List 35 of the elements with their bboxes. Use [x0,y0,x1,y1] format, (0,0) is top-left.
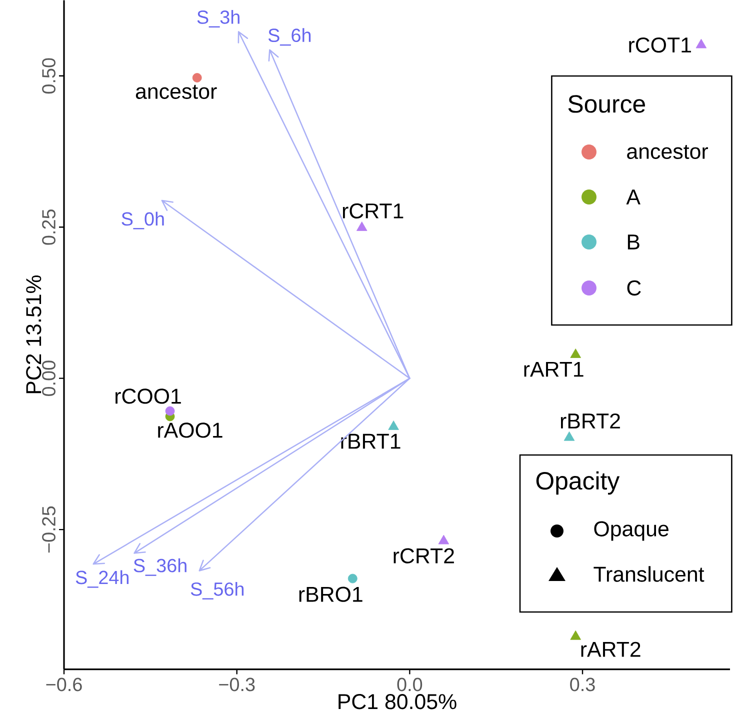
legend-label: S_36h [134,558,186,576]
annotation: rCOT1 [629,37,691,53]
y-tick-label: 0.00 [42,360,56,396]
annotation: rBRT1 [341,434,400,449]
x-tick-label: 0.0 [397,678,422,692]
series-label: S_24h [76,570,129,588]
legend-label: S_6h [268,28,311,46]
annotation: rAOO1 [158,422,222,438]
y-tick-label: −0.25 [42,506,56,553]
annotation: rCRT2 [394,548,454,564]
series-label: S_56h [190,582,244,600]
annotation: rCOO1 [116,388,181,404]
legend-label: ancestor [627,144,708,160]
y-tick-label: 0.50 [42,58,56,94]
legend-label: B [628,234,640,250]
annotation: rART1 [524,362,584,377]
series-label: S_3h [197,10,240,28]
legend-label: C [627,280,641,296]
annotation: ancestor [136,84,217,99]
legend-title: Source [568,95,646,113]
series-label: S_0h [122,212,164,230]
x-tick-label: 0.3 [570,678,595,692]
annotation: Opacity [536,471,620,495]
annotation: Opaque [594,521,668,541]
annotation: rBRT2 [560,413,620,428]
annotation: Translucent [594,566,704,582]
x-tick-label: −0.6 [46,678,82,692]
annotation: rBRO1 [299,586,362,602]
x-axis-title: PC1 80.05% [338,694,456,710]
y-tick-label: 0.25 [42,209,56,245]
y-axis-title: PC2 13.51% [26,275,42,394]
annotation: rCRT1 [342,203,404,219]
legend-label: A [626,190,640,204]
annotation: rART2 [581,642,640,657]
x-tick-label: −0.3 [219,678,255,692]
